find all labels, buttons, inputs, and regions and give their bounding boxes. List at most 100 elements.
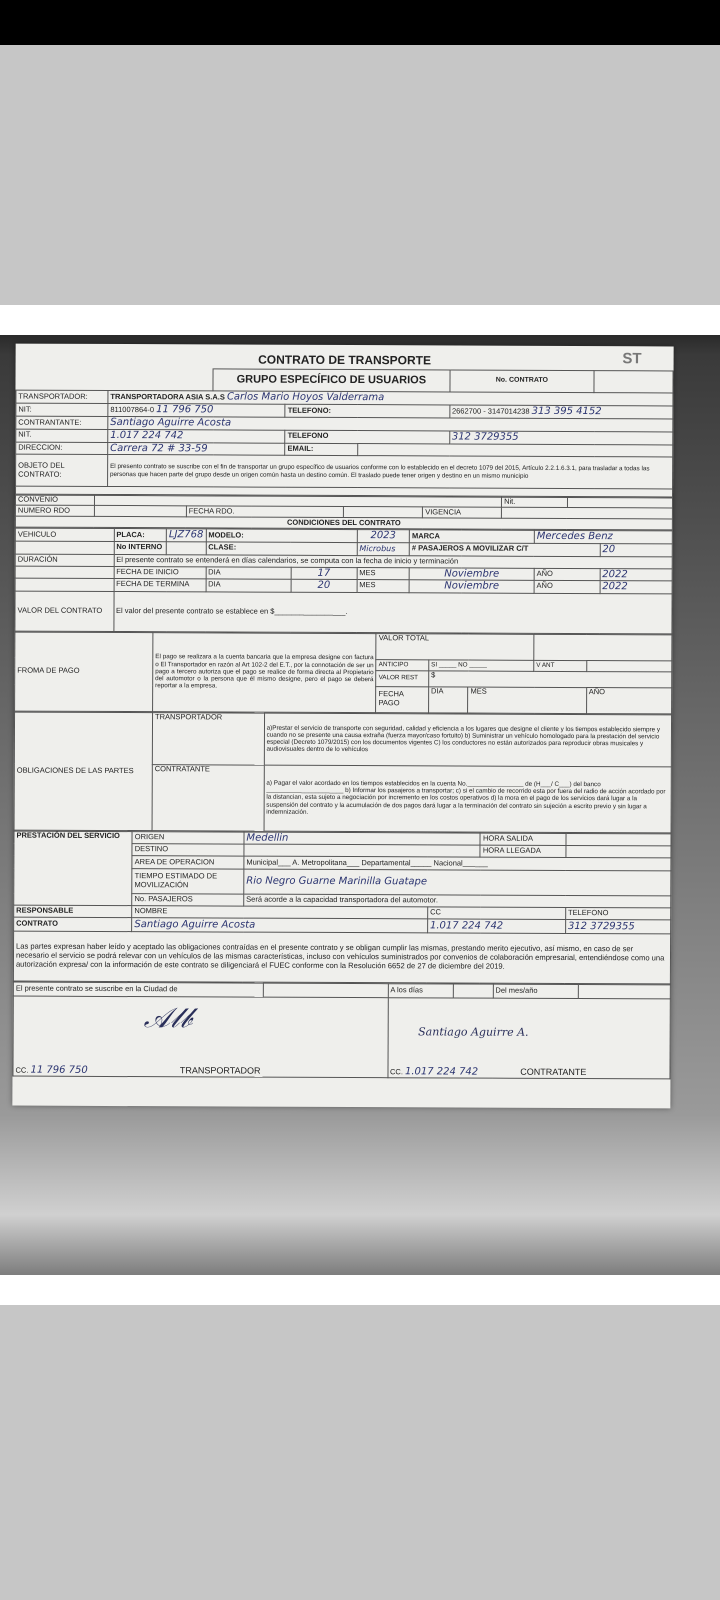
signature-table: El presente contrato se suscribe en la C… [12, 982, 671, 1080]
prestacion-label: PRESTACIÓN DEL SERVICIO [13, 830, 133, 906]
fecha-rdo-label: FECHA RDO. [186, 505, 344, 518]
pago-dia-label: DIA [428, 686, 468, 713]
del-mes-label: Del mes/año [492, 984, 579, 999]
cc-contr-label: CC. [389, 1066, 403, 1076]
direccion-label: DIRECCION: [15, 441, 108, 455]
no-contrato-label: No. CONTRATO [449, 369, 595, 393]
transportador-sig-label: TRANSPORTADOR [179, 1064, 261, 1076]
clase-label: CLASE: [205, 541, 357, 556]
clase-handwritten: Microbus [356, 542, 410, 556]
transportador-handwritten: Carlos Mario Hoyos Valderrama [226, 391, 385, 404]
resp-tel-handwritten: 312 3729355 [565, 919, 671, 934]
transportador-label: TRANSPORTADOR: [15, 390, 108, 404]
contratante-label: CONTRANTANTE: [15, 416, 108, 430]
pago-ano-label: AÑO [586, 687, 672, 714]
nit-handwritten: 11 796 750 [156, 404, 214, 416]
placa-label: PLACA: [113, 528, 167, 542]
mes-label: MES [356, 567, 410, 580]
resp-nombre-handwritten: Santiago Aguirre Acosta [131, 917, 428, 933]
document-photo[interactable]: CONTRATO DE TRANSPORTE ST GRUPO ESPECÍFIC… [0, 335, 720, 1275]
no-interno-label: No INTERNO [113, 541, 167, 555]
area-label: AREA DE OPERACION [132, 855, 244, 870]
tiempo-handwritten: Rio Negro Guarne Marinilla Guatape [243, 869, 671, 896]
ob-contratante-text: a) Pagar el valor acordado en los tiempo… [263, 764, 672, 833]
viewer-background-bottom [0, 1305, 720, 1600]
cc-trans-label: CC. [15, 1065, 29, 1075]
cc-label: CC [427, 906, 566, 920]
fecha-termina-label: FECHA DE TERMINA [113, 578, 206, 592]
forma-pago-label: FROMA DE PAGO [14, 631, 153, 712]
marca-handwritten: Mercedes Benz [534, 530, 673, 544]
payment-table: FROMA DE PAGO El pago se realizara a la c… [14, 631, 672, 714]
v-ant-label: V ANT [533, 659, 587, 672]
ob-transportador-label: TRANSPORTADOR [152, 712, 265, 765]
transportador-signature: 𝒜𝓁𝒷 [143, 1001, 192, 1035]
valor-rest-label: VALOR REST [376, 670, 429, 687]
obligations-table: OBLIGACIONES DE LAS PARTES TRANSPORTADOR a… [14, 711, 673, 833]
fecha-inicio-label: FECHA DE INICIO [113, 565, 206, 579]
mes-label: MES [356, 579, 410, 593]
inicio-ano-handwritten: 2022 [599, 568, 673, 581]
transportador-value: TRANSPORTADORA ASIA S.A.S [110, 392, 225, 402]
origen-label: ORIGEN [132, 831, 244, 845]
ob-transportador-text: a)Prestar el servicio de transporte con … [263, 712, 672, 767]
subtitle: GRUPO ESPECÍFICO DE USUARIOS [213, 368, 450, 392]
obligaciones-label: OBLIGACIONES DE LAS PARTES [14, 711, 153, 831]
direccion-handwritten: Carrera 72 # 33-59 [107, 441, 286, 456]
vigencia-label: VIGENCIA [422, 506, 502, 519]
modelo-label: MODELO: [205, 528, 357, 543]
cc-contr-handwritten: 1.017 224 742 [404, 1065, 479, 1078]
telefono2-handwritten: 312 3729355 [449, 430, 673, 445]
valor-total-label: VALOR TOTAL [376, 633, 534, 660]
termina-dia-handwritten: 20 [290, 579, 357, 593]
dia-label: DIA [205, 566, 292, 580]
a-los-dias-label: A los días [387, 983, 454, 998]
hora-salida-label: HORA SALIDA [480, 832, 566, 846]
doc-title: CONTRATO DE TRANSPORTE ST [16, 344, 674, 371]
nit2-handwritten: 1.017 224 742 [107, 429, 286, 443]
origen-handwritten: Medellin [243, 831, 481, 846]
anticipo-label: ANTICIPO [376, 659, 429, 671]
cc-trans-handwritten: 11 796 750 [30, 1064, 88, 1076]
resp-cc-handwritten: 1.017 224 742 [427, 918, 566, 934]
contract-paper: CONTRATO DE TRANSPORTE ST GRUPO ESPECÍFIC… [12, 343, 674, 1109]
pasajeros-label: # PASAJEROS A MOVILIZAR C/T [409, 542, 600, 557]
status-bar [0, 0, 720, 45]
vehiculo-label: VEHICULO [15, 528, 114, 542]
nit-value: 811007864-0 [110, 405, 155, 415]
pago-mes-label: MES [467, 686, 587, 714]
marca-label: MARCA [409, 529, 535, 544]
image-border-top [0, 305, 720, 335]
ano-label: AÑO [534, 580, 600, 594]
telefono-value: 2662700 - 3147014238 [451, 406, 530, 417]
hora-llegada-label: HORA LLEGADA [480, 845, 566, 858]
convenio-label: CONVENIO [15, 495, 95, 506]
header-table: GRUPO ESPECÍFICO DE USUARIOS No. CONTRATO… [15, 368, 674, 498]
telefono2-label: TELEFONO [285, 430, 450, 444]
duracion-label: DURACIÓN [15, 553, 114, 566]
service-table: PRESTACIÓN DEL SERVICIO ORIGEN Medellin HOR… [13, 830, 672, 984]
objeto-label: OBJETO DEL CONTRATO: [15, 454, 108, 487]
viewer-background-top [0, 45, 720, 305]
no-pasajeros-label: No. PASAJEROS [131, 893, 244, 907]
dia-label: DIA [205, 578, 292, 592]
fecha-pago-label: FECHA PAGO [375, 686, 429, 713]
nit3-label: Nit. [501, 497, 568, 508]
placa-handwritten: LJZ768 [166, 528, 206, 542]
responsable-label: RESPONSABLE [13, 905, 132, 918]
contratante-signature: Santiago Aguirre A. [418, 1025, 529, 1039]
valor-label: VALOR DEL CONTRATO [14, 590, 114, 631]
destino-label: DESTINO [132, 843, 244, 857]
inicio-dia-handwritten: 17 [291, 566, 357, 580]
tiempo-label: TIEMPO ESTIMADO DE MOVILIZACIÓN [132, 868, 244, 895]
forma-pago-text: El pago se realizara a la cuenta bancari… [152, 632, 377, 713]
valor-rest-symbol: $ [428, 670, 672, 688]
acceptance-paragraph: Las partes expresan haber leído y acepta… [13, 931, 671, 984]
image-border-bottom [0, 1275, 720, 1305]
ob-contratante-label: CONTRATANTE [152, 764, 264, 831]
termina-ano-handwritten: 2022 [599, 580, 673, 594]
inicio-mes-handwritten: Noviembre [409, 567, 535, 581]
nit-label: NIT: [15, 403, 108, 417]
telefono3-label: TELEFONO [565, 907, 671, 920]
vehicle-table: VEHICULO PLACA: LJZ768 MODELO: 2023 MARCA Merc… [14, 528, 673, 634]
